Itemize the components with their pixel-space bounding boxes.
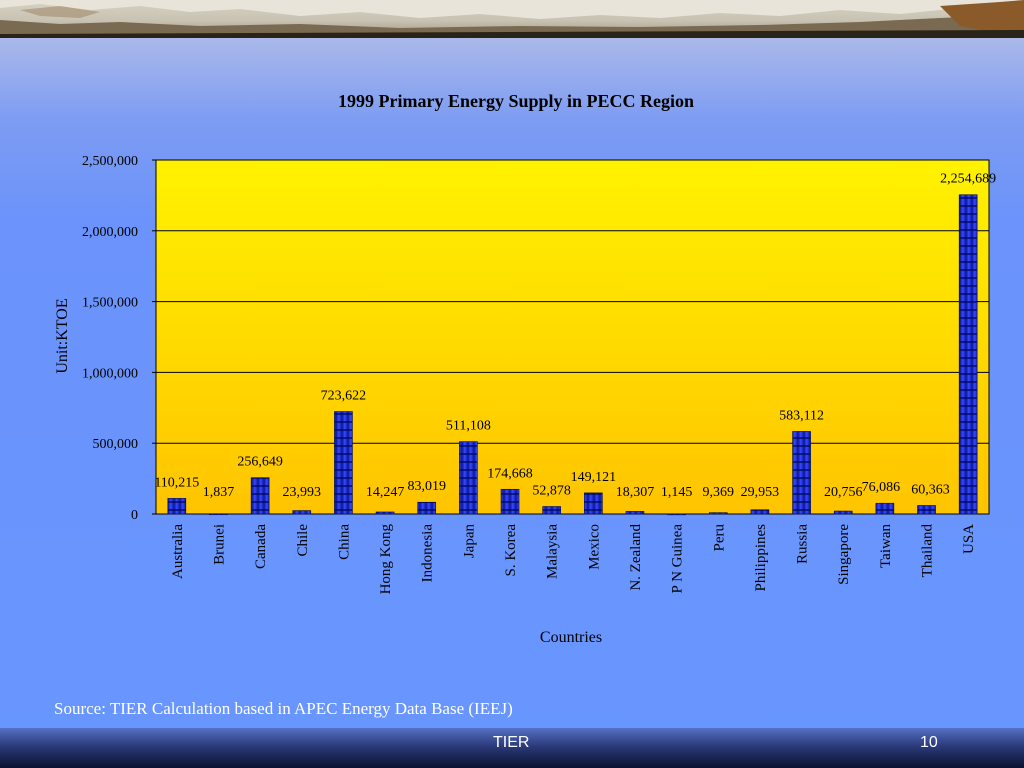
plot-area bbox=[155, 159, 990, 515]
footer-label: TIER bbox=[493, 734, 530, 751]
footer-bar bbox=[0, 728, 1024, 768]
category-label: Australia bbox=[170, 524, 186, 579]
y-tick-label: 0 bbox=[131, 508, 138, 523]
data-label: 83,019 bbox=[407, 479, 446, 494]
y-axis-ticks: 0 500,000 1,000,000 1,500,000 2,000,000 2,500… bbox=[82, 154, 156, 523]
decorative-landscape-banner bbox=[0, 0, 1024, 38]
data-label: 76,086 bbox=[862, 480, 901, 495]
bar-singapore bbox=[833, 510, 853, 515]
bar-mexico bbox=[584, 492, 603, 515]
bar-malaysia bbox=[542, 506, 561, 515]
grid-lines bbox=[156, 230, 989, 444]
y-tick-label: 1,500,000 bbox=[82, 296, 138, 311]
data-label: 723,622 bbox=[321, 389, 367, 404]
category-label: Brunei bbox=[211, 524, 227, 565]
category-label: Japan bbox=[461, 524, 477, 559]
data-label: 256,649 bbox=[237, 455, 283, 470]
data-label: 2,254,689 bbox=[940, 172, 996, 187]
data-label: 14,247 bbox=[366, 485, 405, 500]
bar-japan bbox=[459, 441, 478, 515]
bar-brunei bbox=[209, 513, 228, 516]
category-label: Hong Kong bbox=[378, 524, 394, 595]
bar-russia bbox=[792, 431, 811, 515]
y-tick-label: 2,000,000 bbox=[82, 225, 138, 240]
data-label: 1,837 bbox=[203, 485, 235, 500]
y-tick-label: 2,500,000 bbox=[82, 154, 138, 169]
landscape-image bbox=[0, 0, 1024, 38]
data-label: 18,307 bbox=[616, 485, 655, 500]
bar-n-zealand bbox=[625, 511, 645, 515]
bar-indonesia bbox=[417, 501, 437, 515]
category-label: Chile bbox=[295, 524, 311, 557]
data-label: 1,145 bbox=[661, 485, 693, 500]
category-label: Taiwan bbox=[878, 524, 894, 568]
slide-number: 10 bbox=[920, 734, 938, 751]
bar-philippines bbox=[750, 509, 770, 515]
bar-p-n-guinea bbox=[667, 513, 686, 516]
category-labels-group: Australia Brunei Canada Chile China Hong Kong… bbox=[170, 524, 977, 595]
category-label: P N Guinea bbox=[670, 524, 686, 594]
bar-s-korea bbox=[500, 488, 520, 515]
data-label: 23,993 bbox=[283, 485, 322, 500]
data-label: 29,953 bbox=[741, 485, 780, 500]
category-label: Indonesia bbox=[420, 524, 436, 583]
data-label: 511,108 bbox=[446, 419, 491, 434]
category-label: Russia bbox=[795, 524, 811, 564]
bar-chile bbox=[292, 510, 312, 515]
category-label: USA bbox=[961, 524, 977, 554]
category-label: Singapore bbox=[836, 524, 852, 585]
bar-canada bbox=[250, 477, 270, 515]
bar-hong-kong bbox=[375, 511, 395, 515]
bars-group bbox=[167, 194, 978, 516]
category-label: Canada bbox=[253, 524, 269, 569]
x-axis-title: Countries bbox=[540, 629, 602, 646]
y-tick-label: 500,000 bbox=[93, 437, 139, 452]
data-label: 9,369 bbox=[703, 485, 735, 500]
category-label: S. Korea bbox=[503, 524, 519, 577]
data-label: 110,215 bbox=[154, 475, 199, 490]
bar-usa bbox=[958, 194, 978, 515]
y-tick-label: 1,000,000 bbox=[82, 366, 138, 381]
category-label: Peru bbox=[711, 524, 727, 552]
y-axis-title: Unit:KTOE bbox=[54, 298, 71, 373]
data-label: 583,112 bbox=[779, 408, 824, 423]
data-label: 149,121 bbox=[571, 470, 617, 485]
bar-chart: 1999 Primary Energy Supply in PECC Regio… bbox=[54, 91, 996, 646]
bar-thailand bbox=[917, 505, 936, 515]
category-label: Thailand bbox=[920, 524, 936, 578]
category-label: China bbox=[336, 524, 352, 560]
category-label: Malaysia bbox=[545, 524, 561, 579]
bar-peru bbox=[708, 512, 728, 515]
category-label: Mexico bbox=[586, 524, 602, 570]
data-label: 60,363 bbox=[911, 482, 950, 497]
data-label: 20,756 bbox=[824, 485, 863, 500]
data-label: 52,878 bbox=[532, 484, 571, 499]
source-note: Source: TIER Calculation based in APEC E… bbox=[54, 699, 513, 718]
data-label: 174,668 bbox=[487, 466, 533, 481]
bar-taiwan bbox=[875, 502, 895, 515]
chart-title: 1999 Primary Energy Supply in PECC Regio… bbox=[338, 91, 694, 111]
category-label: Philippines bbox=[753, 524, 769, 592]
bar-china bbox=[334, 411, 353, 515]
category-label: N. Zealand bbox=[628, 524, 644, 591]
bar-australia bbox=[167, 498, 187, 515]
